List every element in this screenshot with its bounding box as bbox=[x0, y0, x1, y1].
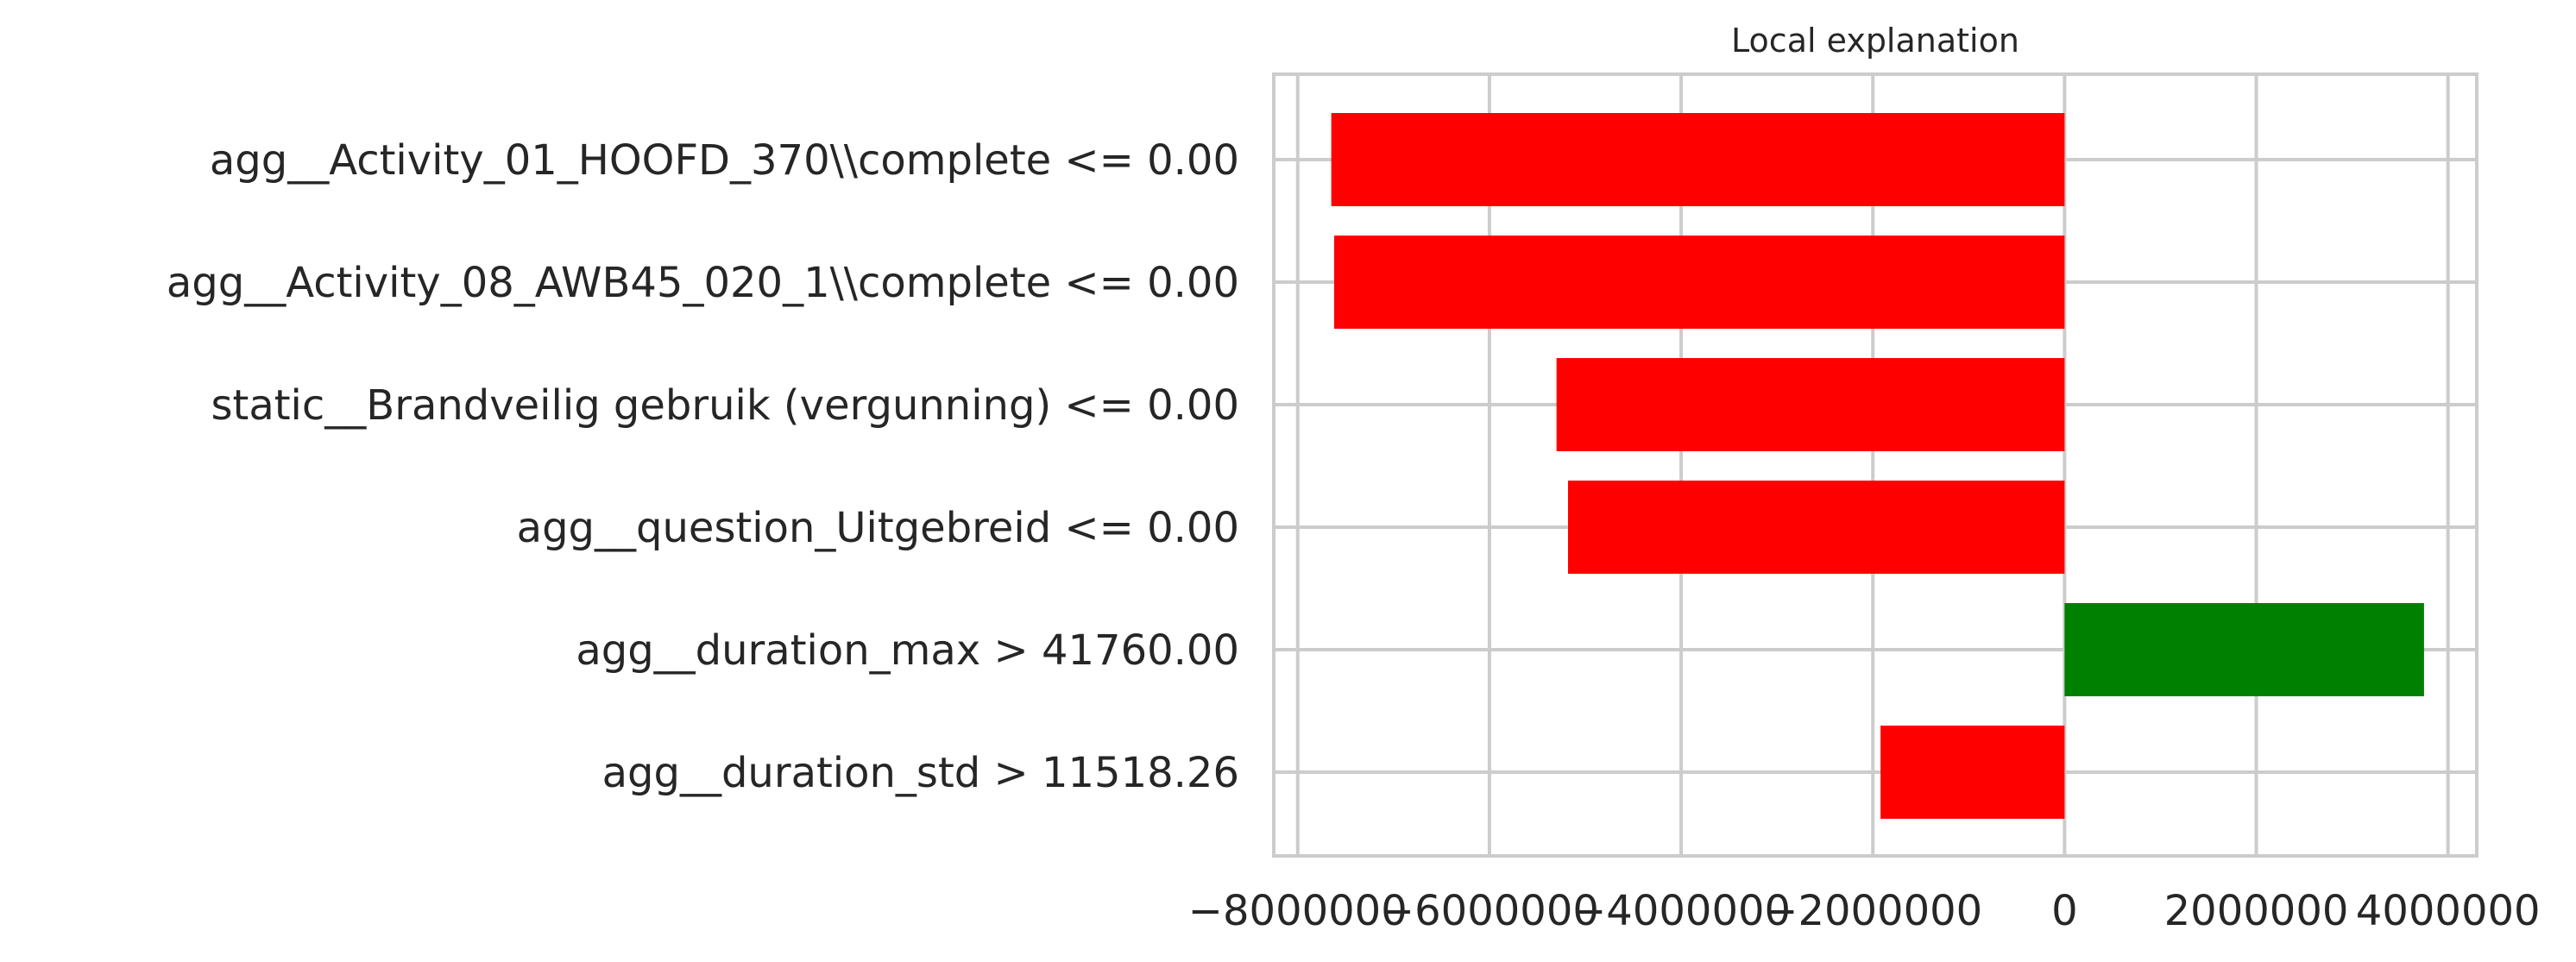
x-tick-label: 4000000 bbox=[2356, 887, 2541, 935]
category-labels: agg__Activity_01_HOOFD_370\\complete <= … bbox=[167, 136, 1239, 797]
category-label: agg__duration_max > 41760.00 bbox=[576, 626, 1239, 675]
x-tick-label: −8000000 bbox=[1188, 887, 1408, 935]
bar-layer bbox=[1331, 113, 2424, 819]
chart-title: Local explanation bbox=[1731, 22, 2019, 60]
bar-2 bbox=[1333, 236, 2065, 329]
category-label: agg__question_Uitgebreid <= 0.00 bbox=[517, 504, 1239, 552]
x-tick-label: 2000000 bbox=[2164, 887, 2349, 935]
bar-4 bbox=[1568, 481, 2065, 574]
x-tick-label: 0 bbox=[2051, 887, 2078, 935]
category-label: agg__Activity_08_AWB45_020_1\\complete <… bbox=[167, 259, 1239, 307]
bar-3 bbox=[1556, 358, 2065, 451]
x-tick-label: −2000000 bbox=[1763, 887, 1982, 935]
bar-6 bbox=[1880, 726, 2065, 819]
category-label: agg__Activity_01_HOOFD_370\\complete <= … bbox=[210, 136, 1239, 185]
x-tick-label: −4000000 bbox=[1571, 887, 1791, 935]
bar-1 bbox=[1331, 113, 2065, 206]
bar-5 bbox=[2064, 603, 2424, 696]
category-label: static__Brandveilig gebruik (vergunning)… bbox=[211, 381, 1239, 430]
plot-frame bbox=[1272, 72, 2478, 858]
category-label: agg__duration_std > 11518.26 bbox=[602, 749, 1239, 797]
x-tick-label: −6000000 bbox=[1380, 887, 1599, 935]
x-tick-labels: −8000000−6000000−4000000−2000000 0 2000000… bbox=[1188, 887, 2541, 935]
